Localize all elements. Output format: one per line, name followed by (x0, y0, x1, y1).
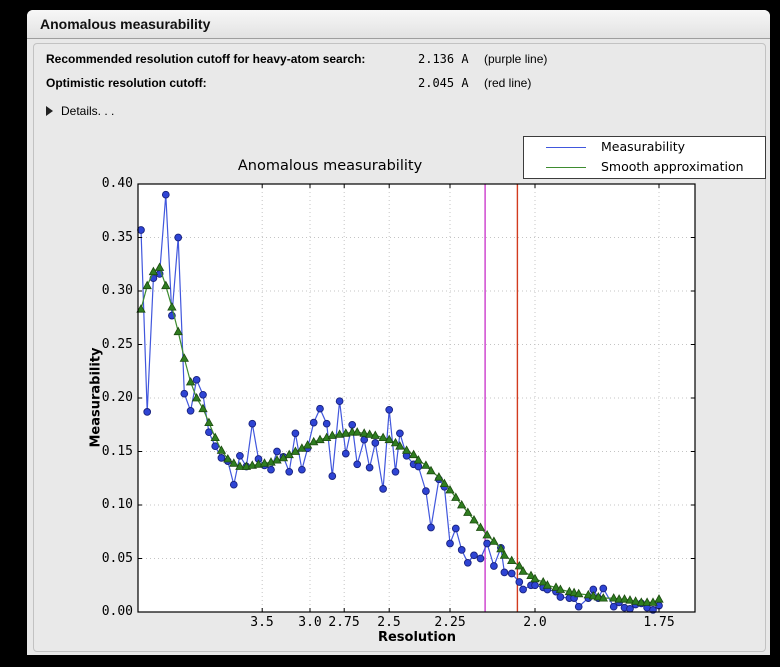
y-tick-0.05: 0.05 (101, 551, 133, 566)
window-titlebar: Anomalous measurability (27, 10, 770, 39)
details-label: Details. . . (61, 103, 115, 118)
legend-label-smooth: Smooth approximation (601, 159, 744, 174)
x-tick-2.0: 2.0 (523, 615, 547, 630)
legend-line-green (546, 167, 586, 168)
legend-label-measurability: Measurability (601, 139, 686, 154)
plot-area (138, 184, 695, 612)
x-tick-1.75: 1.75 (643, 615, 675, 630)
details-disclosure-icon[interactable] (46, 105, 53, 116)
optimistic-cutoff-label: Optimistic resolution cutoff: (46, 76, 207, 90)
chart-title: Anomalous measurability (237, 158, 423, 174)
chart-legend: Measurability Smooth approximation (523, 136, 766, 179)
recommended-cutoff-value: 2.136 A (418, 52, 469, 66)
legend-line-blue (546, 147, 586, 148)
recommended-cutoff-note: (purple line) (484, 52, 548, 66)
x-tick-3.5: 3.5 (250, 615, 274, 630)
y-tick-0.35: 0.35 (101, 230, 133, 245)
y-tick-0.15: 0.15 (101, 444, 133, 459)
optimistic-cutoff-value: 2.045 A (418, 76, 469, 90)
legend-item-measurability: Measurability (524, 138, 765, 158)
y-tick-0.40: 0.40 (101, 176, 133, 191)
y-tick-0.30: 0.30 (101, 283, 133, 298)
legend-item-smooth: Smooth approximation (524, 158, 765, 178)
x-tick-2.75: 2.75 (328, 615, 360, 630)
x-axis-label: Resolution (377, 630, 457, 645)
x-tick-2.25: 2.25 (434, 615, 466, 630)
recommended-cutoff-label: Recommended resolution cutoff for heavy-… (46, 52, 366, 66)
y-tick-0.10: 0.10 (101, 497, 133, 512)
x-tick-2.5: 2.5 (377, 615, 401, 630)
y-tick-0.20: 0.20 (101, 390, 133, 405)
x-tick-3.0: 3.0 (298, 615, 322, 630)
window-title: Anomalous measurability (40, 16, 211, 32)
optimistic-cutoff-note: (red line) (484, 76, 532, 90)
y-tick-0.25: 0.25 (101, 337, 133, 352)
details-expander[interactable]: Details. . . (46, 102, 114, 118)
y-tick-0.00: 0.00 (101, 604, 133, 619)
